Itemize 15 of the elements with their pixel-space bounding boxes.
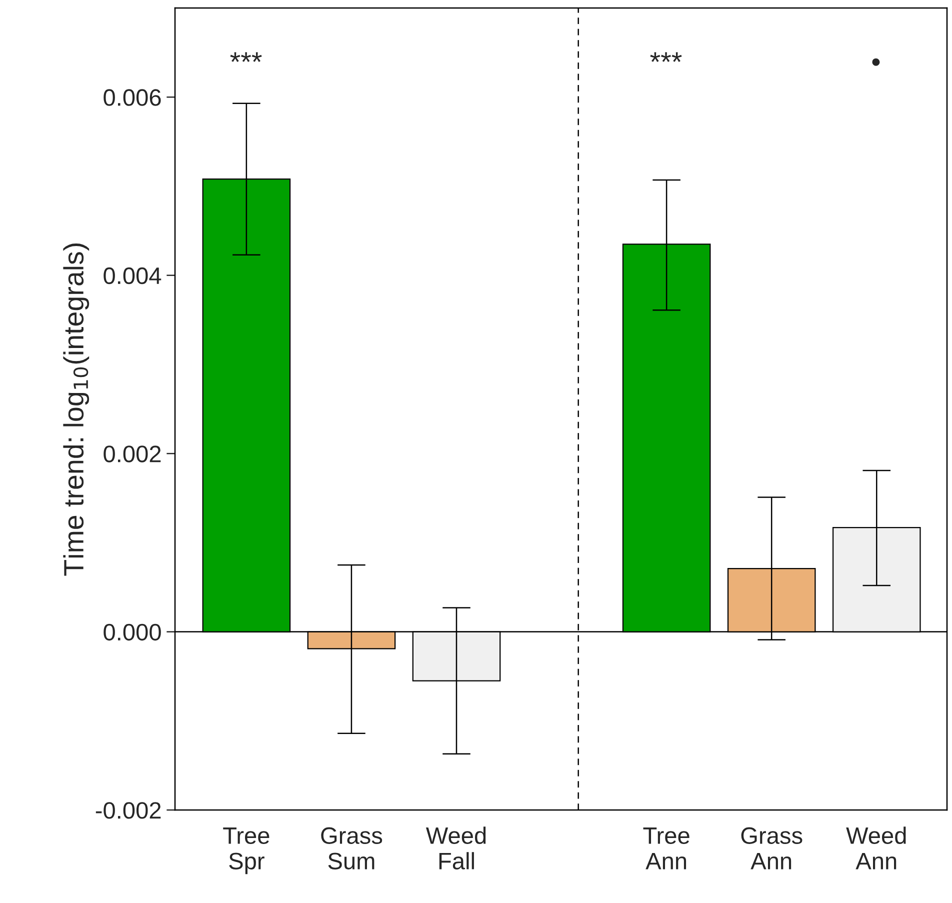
x-tick-label: Tree Spr (223, 828, 270, 874)
y-tick-label: -0.002 (96, 802, 161, 819)
y-tick-label: 0.002 (104, 446, 161, 462)
y-tick-label: 0.006 (104, 89, 161, 106)
x-tick-label: Grass Ann (741, 827, 802, 870)
annotation: • (872, 58, 880, 66)
y-tick-label: 0.000 (104, 624, 161, 641)
x-tick-label: Weed Fall (426, 826, 486, 870)
y-tick-label: 0.004 (104, 267, 162, 284)
x-tick-label: Grass Sum (321, 827, 382, 870)
y-axis-title: Time trend: log$_{10}$(integrals) (63, 244, 90, 576)
annotation: *** (650, 52, 682, 62)
x-tick-label: Weed Ann (846, 826, 906, 870)
x-tick-label: Tree Ann (643, 828, 690, 870)
annotation: *** (230, 52, 262, 62)
